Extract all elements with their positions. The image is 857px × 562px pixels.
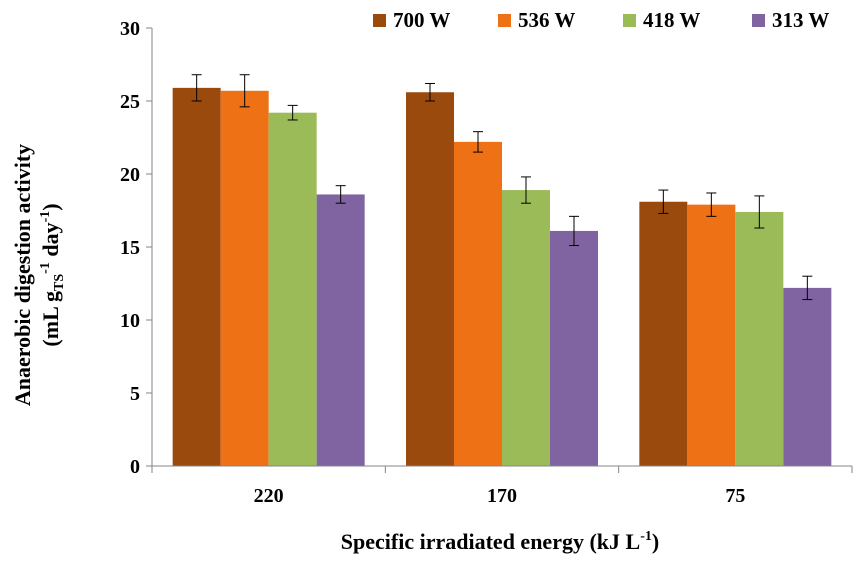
y-axis-label-line1: Anaerobic digestion activity	[10, 144, 35, 406]
x-axis-label: Specific irradiated energy (kJ L-1)	[341, 529, 659, 554]
y-tick-label: 0	[130, 456, 140, 478]
x-label-end: )	[652, 529, 659, 554]
y-tick-label: 20	[120, 164, 140, 186]
plot-area	[172, 74, 832, 467]
y-tick-label: 30	[120, 18, 140, 40]
legend-swatch	[623, 14, 636, 27]
y-unit-superscript-1: -1	[38, 262, 53, 274]
bar	[687, 204, 736, 466]
x-tick-label: 75	[725, 485, 745, 507]
bar	[172, 87, 221, 467]
legend-label: 313 W	[772, 8, 829, 32]
bar	[454, 141, 502, 466]
y-tick-label: 10	[120, 310, 140, 332]
y-unit-part-a: (mL g	[38, 291, 63, 347]
legend-swatch	[498, 14, 511, 27]
y-unit-part-b: day	[38, 222, 63, 262]
x-tick-label: 220	[254, 485, 284, 507]
legend: 700 W 536 W 418 W 313 W	[373, 8, 829, 32]
x-tick-label: 170	[487, 485, 517, 507]
y-tick-label: 15	[120, 237, 140, 259]
bar	[550, 230, 598, 466]
legend-swatch	[752, 14, 765, 27]
x-label-superscript: -1	[640, 529, 652, 544]
x-label-text: Specific irradiated energy (kJ L	[341, 529, 640, 554]
bar	[268, 112, 317, 467]
legend-label: 418 W	[643, 8, 700, 32]
legend-label: 536 W	[518, 8, 575, 32]
legend-swatch	[373, 14, 386, 27]
bar	[316, 194, 365, 466]
y-tick-label: 25	[120, 91, 140, 113]
bar	[783, 287, 832, 466]
bar	[220, 90, 269, 466]
y-unit-subscript: TS	[52, 274, 67, 291]
legend-label: 700 W	[393, 8, 450, 32]
bar	[639, 201, 688, 467]
y-tick-label: 5	[130, 383, 140, 405]
axes: 0 5 10 15 20 25 30 220 170 75	[120, 18, 853, 507]
y-unit-part-c: )	[38, 203, 63, 210]
y-unit-superscript-2: -1	[38, 211, 53, 223]
bar	[406, 92, 454, 467]
y-axis-label-line2: (mL gTS-1 day-1)	[38, 203, 67, 346]
bar	[502, 190, 550, 466]
bar	[735, 211, 784, 466]
